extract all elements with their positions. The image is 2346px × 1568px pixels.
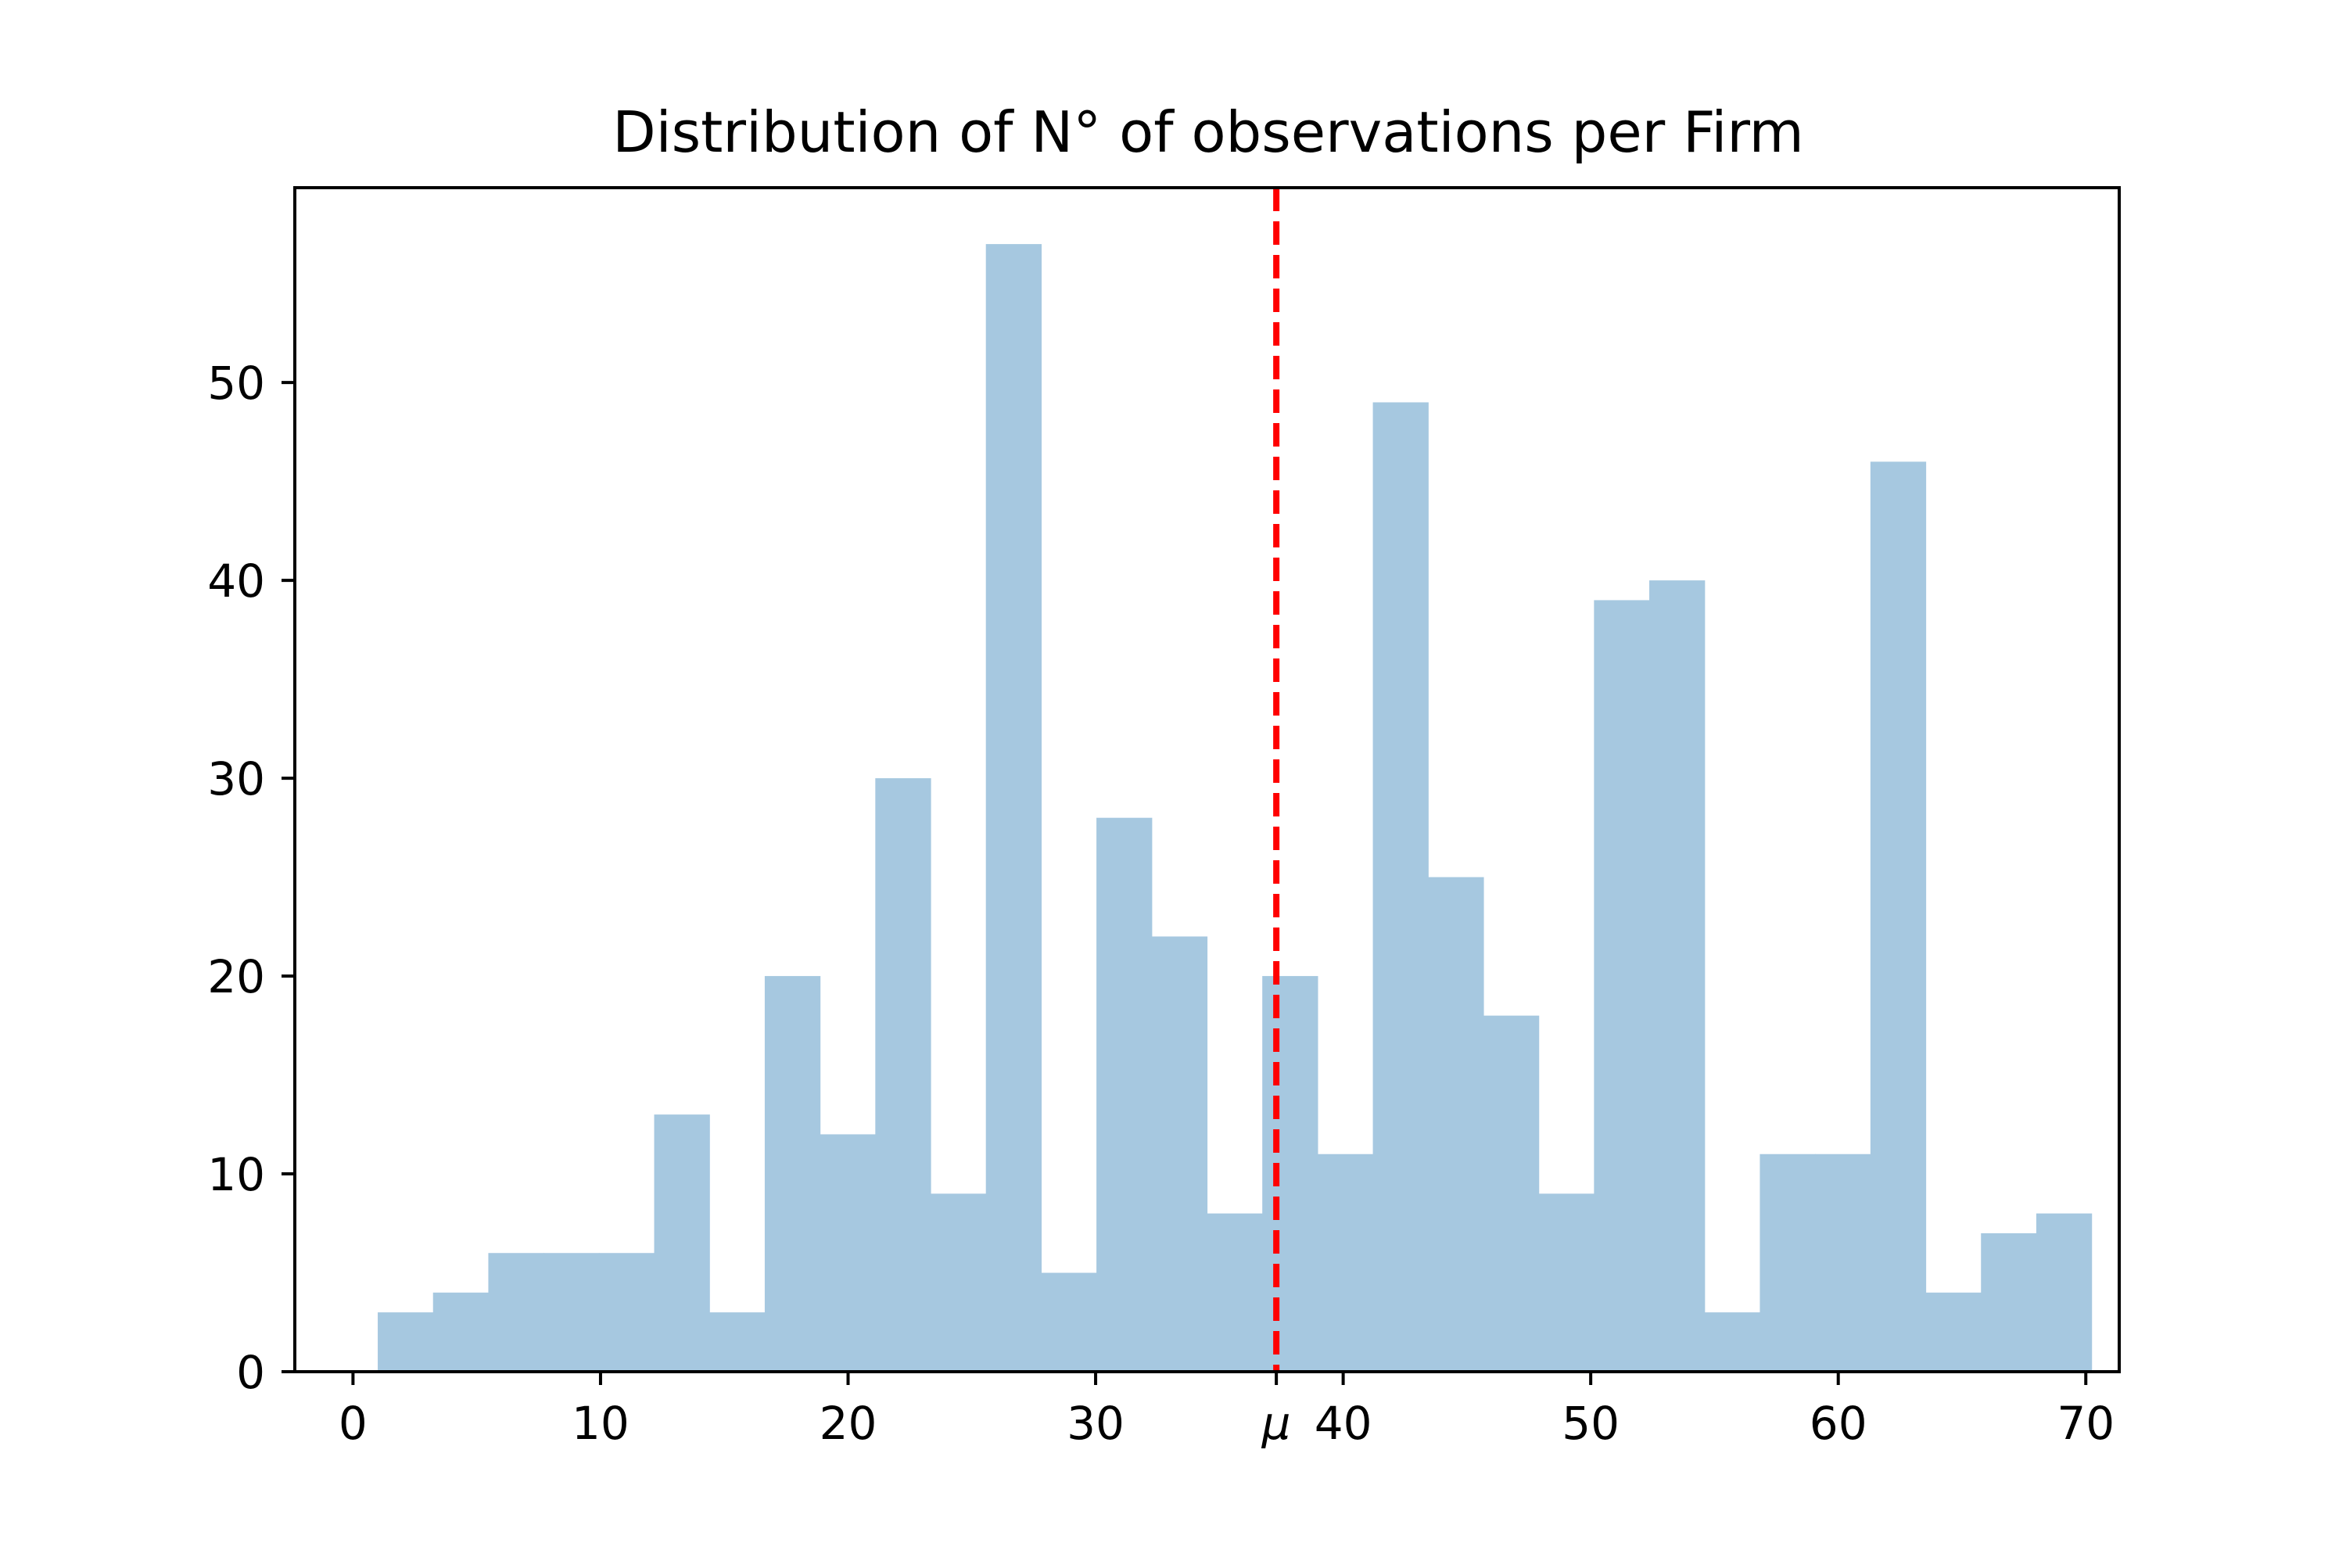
histogram-bar [875, 778, 931, 1372]
histogram-bar [1870, 461, 1927, 1372]
histogram-bar [1428, 877, 1484, 1372]
histogram-bar [709, 1312, 766, 1372]
histogram-bar [1041, 1272, 1097, 1372]
histogram-bar [488, 1253, 544, 1372]
x-tick-label: 60 [1810, 1397, 1867, 1450]
x-tick-label: 30 [1067, 1397, 1125, 1450]
x-tick-label: 10 [572, 1397, 630, 1450]
y-tick-label: 10 [207, 1148, 265, 1201]
y-tick-label: 40 [207, 554, 265, 608]
x-tick-label: 50 [1562, 1397, 1620, 1450]
histogram-bar [2036, 1213, 2093, 1372]
y-tick-label: 30 [207, 752, 265, 806]
histogram-bar [1649, 580, 1706, 1372]
histogram-bar [1704, 1312, 1761, 1372]
y-axis: 0 10 20 30 40 50 [207, 357, 295, 1399]
x-axis: 0 10 20 30 40 50 60 70 μ [339, 1372, 2115, 1450]
x-tick-label: 0 [339, 1397, 368, 1450]
y-tick-label: 20 [207, 950, 265, 1003]
histogram-bar [1372, 402, 1429, 1372]
chart-title: Distribution of N° of observations per F… [612, 99, 1804, 165]
histogram-bar [378, 1312, 434, 1372]
histogram-bar [1317, 1154, 1374, 1372]
y-tick-label: 50 [207, 357, 265, 410]
histogram-bar [1594, 600, 1650, 1372]
x-tick-label: 20 [820, 1397, 877, 1450]
mean-tick-label: μ [1261, 1397, 1291, 1450]
histogram-bar [931, 1193, 987, 1372]
histogram-bar [654, 1114, 710, 1372]
bars-layer [378, 244, 2093, 1372]
histogram-bar [820, 1134, 876, 1372]
histogram-bar [1760, 1154, 1816, 1372]
histogram-bar [1538, 1193, 1594, 1372]
histogram-bar [1981, 1233, 2037, 1372]
histogram-bar [598, 1253, 655, 1372]
x-tick-label: 70 [2057, 1397, 2115, 1450]
histogram-bar [1925, 1292, 1982, 1372]
histogram-bar [1207, 1213, 1263, 1372]
histogram-bar [1483, 1015, 1540, 1372]
histogram-bar [543, 1253, 600, 1372]
x-tick-label: 40 [1315, 1397, 1372, 1450]
histogram-bar [432, 1292, 490, 1372]
y-tick-label: 0 [236, 1346, 265, 1399]
histogram-bar [1096, 817, 1153, 1372]
histogram-bar [1262, 976, 1318, 1372]
histogram-bar [1815, 1154, 1871, 1372]
histogram-bar [1151, 936, 1208, 1372]
histogram-bar [985, 244, 1042, 1372]
histogram-bar [764, 976, 821, 1372]
